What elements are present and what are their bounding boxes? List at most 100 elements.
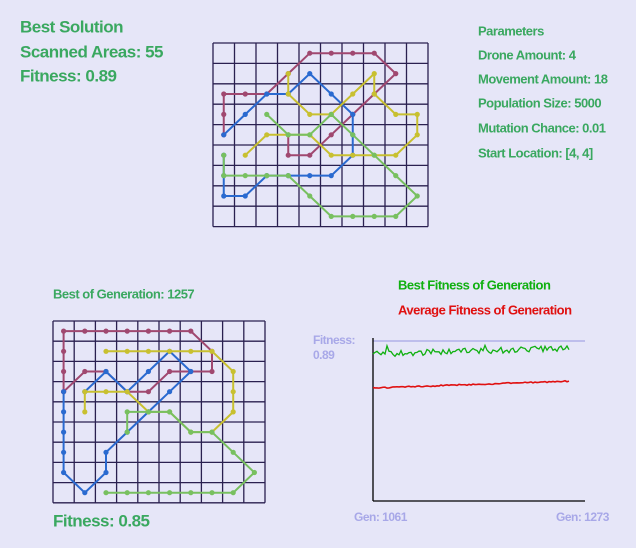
parameter: Drone Amount: 4 bbox=[478, 47, 577, 62]
y-label: 0.89 bbox=[313, 348, 335, 362]
waypoint bbox=[230, 449, 236, 455]
waypoint bbox=[124, 490, 130, 496]
waypoint bbox=[242, 193, 248, 199]
waypoint bbox=[328, 213, 334, 219]
scanned-areas: Scanned Areas: 55 bbox=[20, 42, 163, 61]
waypoint bbox=[145, 328, 151, 334]
waypoint bbox=[221, 152, 227, 158]
drone-path bbox=[222, 113, 419, 218]
waypoint bbox=[221, 111, 227, 117]
waypoint bbox=[103, 469, 109, 476]
waypoint bbox=[414, 132, 420, 138]
waypoint bbox=[393, 111, 399, 117]
waypoint bbox=[145, 409, 151, 415]
waypoint bbox=[285, 71, 291, 77]
waypoint bbox=[393, 213, 399, 219]
waypoint bbox=[82, 389, 88, 395]
waypoint bbox=[167, 389, 173, 395]
waypoint bbox=[167, 409, 173, 415]
waypoint bbox=[145, 490, 151, 496]
waypoint bbox=[103, 328, 109, 334]
waypoint bbox=[393, 173, 399, 179]
waypoint bbox=[350, 132, 356, 138]
waypoint bbox=[188, 429, 194, 435]
waypoint bbox=[371, 50, 377, 56]
waypoint bbox=[221, 91, 227, 97]
waypoint bbox=[167, 490, 173, 496]
waypoint bbox=[221, 173, 227, 179]
waypoint bbox=[393, 71, 399, 77]
waypoint bbox=[145, 368, 151, 375]
waypoint bbox=[350, 91, 356, 97]
waypoint bbox=[124, 429, 130, 435]
waypoint bbox=[145, 348, 151, 354]
legend-average: Average Fitness of Generation bbox=[398, 302, 572, 317]
waypoint bbox=[103, 490, 109, 496]
waypoint bbox=[61, 409, 67, 415]
x-label: Gen: 1061 bbox=[354, 510, 408, 524]
waypoint bbox=[167, 328, 173, 334]
waypoint bbox=[82, 409, 88, 415]
waypoint bbox=[188, 368, 194, 375]
waypoint bbox=[230, 490, 236, 496]
waypoint bbox=[230, 368, 236, 375]
title: Best Solution bbox=[20, 17, 123, 36]
waypoint bbox=[328, 132, 334, 138]
waypoint bbox=[167, 348, 173, 354]
waypoint bbox=[103, 348, 109, 354]
waypoint bbox=[307, 71, 313, 77]
waypoint bbox=[285, 132, 291, 138]
waypoint bbox=[82, 328, 88, 334]
waypoint bbox=[350, 111, 356, 117]
waypoint bbox=[82, 368, 88, 375]
legend-best: Best Fitness of Generation bbox=[398, 277, 551, 292]
waypoint bbox=[188, 328, 194, 334]
waypoint bbox=[264, 132, 270, 138]
waypoint bbox=[371, 213, 377, 219]
waypoint bbox=[350, 50, 356, 56]
waypoint bbox=[145, 389, 151, 395]
waypoint bbox=[61, 368, 67, 375]
waypoint bbox=[307, 152, 313, 158]
waypoint bbox=[328, 152, 334, 158]
generation-fitness: Fitness: 0.85 bbox=[53, 511, 150, 530]
waypoint bbox=[264, 91, 270, 97]
waypoint bbox=[242, 152, 248, 158]
waypoint bbox=[124, 328, 130, 334]
average-fitness-line bbox=[372, 379, 570, 389]
waypoint bbox=[103, 368, 109, 375]
waypoint bbox=[285, 152, 291, 158]
waypoint bbox=[307, 193, 313, 199]
x-label: Gen: 1273 bbox=[556, 510, 610, 524]
best-fitness-line bbox=[372, 343, 570, 358]
waypoint bbox=[124, 409, 130, 415]
parameter: Mutation Chance: 0.01 bbox=[478, 120, 606, 135]
waypoint bbox=[371, 71, 377, 77]
waypoint bbox=[285, 173, 291, 179]
waypoint bbox=[307, 173, 313, 179]
waypoint bbox=[61, 348, 67, 354]
waypoint bbox=[328, 173, 334, 179]
waypoint bbox=[242, 173, 248, 179]
waypoint bbox=[230, 389, 236, 395]
waypoint bbox=[61, 328, 67, 334]
waypoint bbox=[209, 348, 215, 354]
waypoint bbox=[307, 132, 313, 138]
waypoint bbox=[124, 348, 130, 354]
waypoint bbox=[209, 429, 215, 435]
waypoint bbox=[188, 348, 194, 354]
parameter: Population Size: 5000 bbox=[478, 95, 601, 110]
waypoint bbox=[307, 111, 313, 117]
waypoint bbox=[82, 490, 88, 496]
waypoint bbox=[264, 111, 270, 117]
waypoint bbox=[251, 469, 257, 476]
waypoint bbox=[103, 449, 109, 455]
waypoint bbox=[103, 389, 109, 395]
waypoint bbox=[61, 429, 67, 435]
parameters-title: Parameters bbox=[478, 23, 544, 38]
waypoint bbox=[61, 449, 67, 455]
waypoint bbox=[221, 193, 227, 199]
waypoint bbox=[209, 368, 215, 375]
waypoint bbox=[61, 469, 67, 476]
